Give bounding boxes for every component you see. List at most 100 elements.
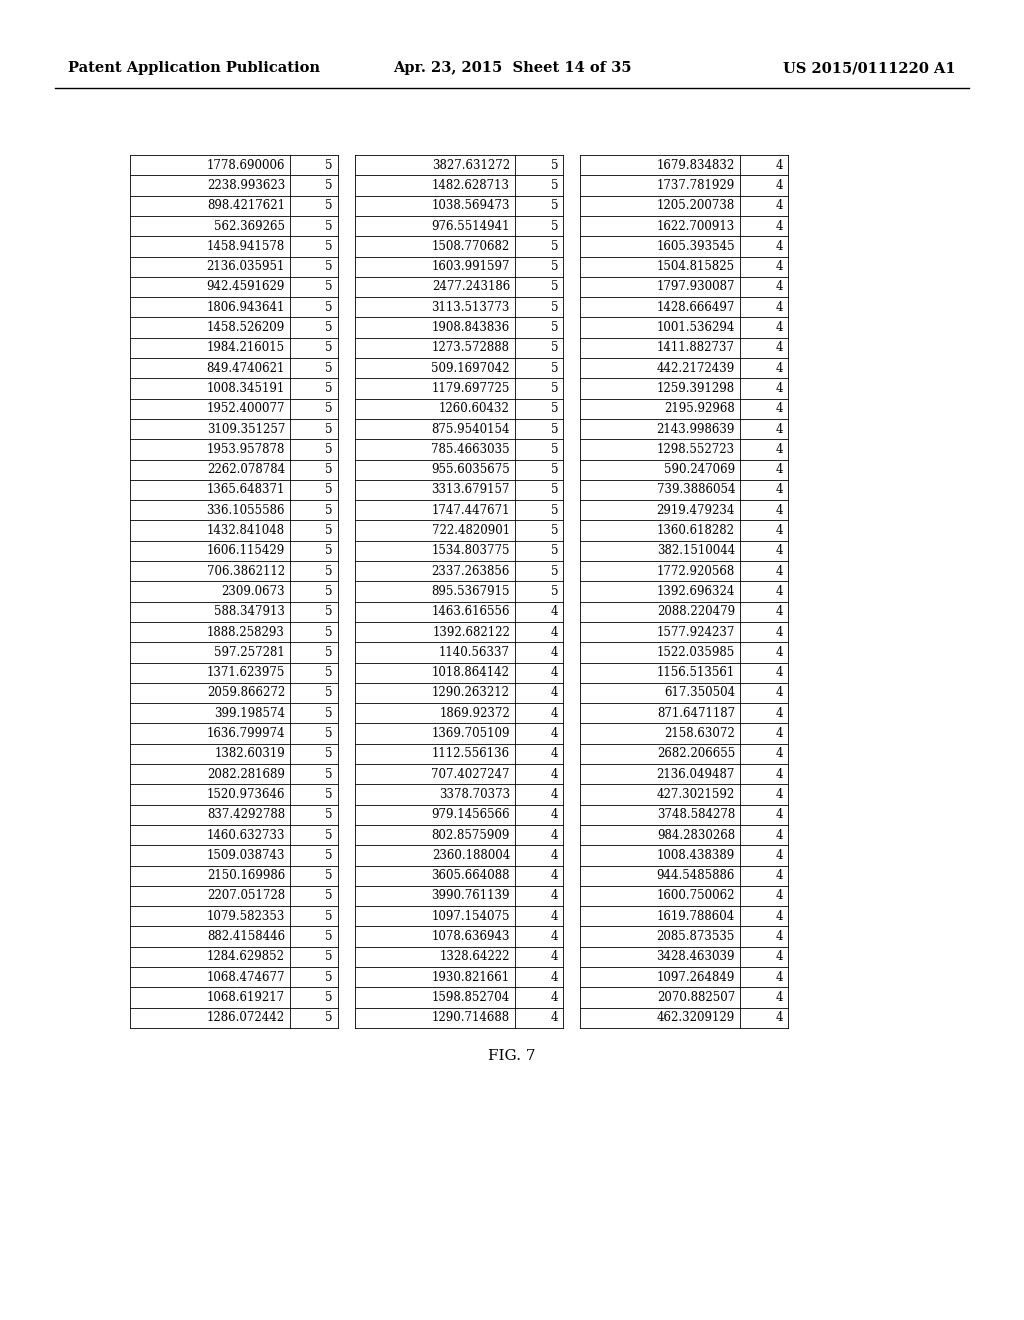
Text: 4: 4 xyxy=(775,667,783,680)
Text: 5: 5 xyxy=(551,463,558,477)
Text: 4: 4 xyxy=(775,403,783,416)
Text: 1008.438389: 1008.438389 xyxy=(656,849,735,862)
Text: 4: 4 xyxy=(775,585,783,598)
Text: 4: 4 xyxy=(775,890,783,903)
Text: 4: 4 xyxy=(551,645,558,659)
Text: 1290.263212: 1290.263212 xyxy=(432,686,510,700)
Text: 1460.632733: 1460.632733 xyxy=(207,829,285,842)
Text: 1008.345191: 1008.345191 xyxy=(207,381,285,395)
Text: 2195.92968: 2195.92968 xyxy=(665,403,735,416)
Text: 1298.552723: 1298.552723 xyxy=(656,442,735,455)
Text: 5: 5 xyxy=(326,342,333,354)
Text: 4: 4 xyxy=(775,381,783,395)
Text: 984.2830268: 984.2830268 xyxy=(656,829,735,842)
Text: 2360.188004: 2360.188004 xyxy=(432,849,510,862)
Text: 5: 5 xyxy=(551,199,558,213)
Text: 1737.781929: 1737.781929 xyxy=(656,180,735,191)
Text: 4: 4 xyxy=(775,950,783,964)
Text: 1458.941578: 1458.941578 xyxy=(207,240,285,253)
Text: 1606.115429: 1606.115429 xyxy=(207,544,285,557)
Text: 707.4027247: 707.4027247 xyxy=(431,768,510,780)
Text: 3313.679157: 3313.679157 xyxy=(431,483,510,496)
Text: 5: 5 xyxy=(326,280,333,293)
Text: 1018.864142: 1018.864142 xyxy=(432,667,510,680)
Text: 4: 4 xyxy=(775,808,783,821)
Text: 1797.930087: 1797.930087 xyxy=(656,280,735,293)
Text: 5: 5 xyxy=(551,301,558,314)
Text: 2337.263856: 2337.263856 xyxy=(432,565,510,578)
Text: 898.4217621: 898.4217621 xyxy=(207,199,285,213)
Text: 5: 5 xyxy=(551,585,558,598)
Text: 2059.866272: 2059.866272 xyxy=(207,686,285,700)
Text: 588.347913: 588.347913 xyxy=(214,606,285,618)
Text: 3748.584278: 3748.584278 xyxy=(656,808,735,821)
Text: Patent Application Publication: Patent Application Publication xyxy=(68,61,319,75)
Text: 1508.770682: 1508.770682 xyxy=(432,240,510,253)
Text: 4: 4 xyxy=(775,321,783,334)
Text: 5: 5 xyxy=(326,890,333,903)
Text: 5: 5 xyxy=(326,219,333,232)
Text: US 2015/0111220 A1: US 2015/0111220 A1 xyxy=(783,61,956,75)
Text: 3428.463039: 3428.463039 xyxy=(656,950,735,964)
Text: 1504.815825: 1504.815825 xyxy=(656,260,735,273)
Text: 2136.035951: 2136.035951 xyxy=(207,260,285,273)
Text: 1520.973646: 1520.973646 xyxy=(207,788,285,801)
Text: 2682.206655: 2682.206655 xyxy=(656,747,735,760)
Text: 1284.629852: 1284.629852 xyxy=(207,950,285,964)
Text: 5: 5 xyxy=(551,158,558,172)
Text: 1908.843836: 1908.843836 xyxy=(432,321,510,334)
Text: 1869.92372: 1869.92372 xyxy=(439,706,510,719)
Text: 1806.943641: 1806.943641 xyxy=(207,301,285,314)
Text: 1097.264849: 1097.264849 xyxy=(656,970,735,983)
Text: 4: 4 xyxy=(775,342,783,354)
Text: 1369.705109: 1369.705109 xyxy=(431,727,510,741)
Text: 617.350504: 617.350504 xyxy=(664,686,735,700)
Text: 2207.051728: 2207.051728 xyxy=(207,890,285,903)
Text: 5: 5 xyxy=(326,686,333,700)
Text: 5: 5 xyxy=(326,158,333,172)
Text: 4: 4 xyxy=(775,626,783,639)
Text: 4: 4 xyxy=(551,747,558,760)
Text: 2070.882507: 2070.882507 xyxy=(656,991,735,1005)
Text: 5: 5 xyxy=(326,1011,333,1024)
Text: 4: 4 xyxy=(775,606,783,618)
Text: 1382.60319: 1382.60319 xyxy=(214,747,285,760)
Text: 1953.957878: 1953.957878 xyxy=(207,442,285,455)
Text: 5: 5 xyxy=(326,849,333,862)
Text: 4: 4 xyxy=(551,1011,558,1024)
Text: 4: 4 xyxy=(551,626,558,639)
Text: 3605.664088: 3605.664088 xyxy=(431,869,510,882)
Text: 5: 5 xyxy=(326,565,333,578)
Text: 5: 5 xyxy=(326,626,333,639)
Text: 5: 5 xyxy=(551,381,558,395)
Text: 4: 4 xyxy=(775,180,783,191)
Text: 976.5514941: 976.5514941 xyxy=(431,219,510,232)
Text: 3378.70373: 3378.70373 xyxy=(439,788,510,801)
Text: 5: 5 xyxy=(326,829,333,842)
Text: 1156.513561: 1156.513561 xyxy=(656,667,735,680)
Text: 2919.479234: 2919.479234 xyxy=(656,504,735,516)
Text: 4: 4 xyxy=(551,706,558,719)
Text: 1360.618282: 1360.618282 xyxy=(657,524,735,537)
Text: 1205.200738: 1205.200738 xyxy=(656,199,735,213)
Text: 5: 5 xyxy=(326,260,333,273)
Text: 1463.616556: 1463.616556 xyxy=(431,606,510,618)
Text: 1392.682122: 1392.682122 xyxy=(432,626,510,639)
Text: 462.3209129: 462.3209129 xyxy=(656,1011,735,1024)
Text: 5: 5 xyxy=(326,362,333,375)
Text: 979.1456566: 979.1456566 xyxy=(431,808,510,821)
Text: 4: 4 xyxy=(551,869,558,882)
Text: 895.5367915: 895.5367915 xyxy=(431,585,510,598)
Text: 4: 4 xyxy=(775,422,783,436)
Text: 5: 5 xyxy=(326,667,333,680)
Text: 4: 4 xyxy=(775,524,783,537)
Text: 1038.569473: 1038.569473 xyxy=(431,199,510,213)
Text: 871.6471187: 871.6471187 xyxy=(656,706,735,719)
Text: 802.8575909: 802.8575909 xyxy=(432,829,510,842)
Text: 1482.628713: 1482.628713 xyxy=(432,180,510,191)
Text: 2262.078784: 2262.078784 xyxy=(207,463,285,477)
Text: 739.3886054: 739.3886054 xyxy=(656,483,735,496)
Text: 837.4292788: 837.4292788 xyxy=(207,808,285,821)
Text: 442.2172439: 442.2172439 xyxy=(656,362,735,375)
Text: 5: 5 xyxy=(551,524,558,537)
